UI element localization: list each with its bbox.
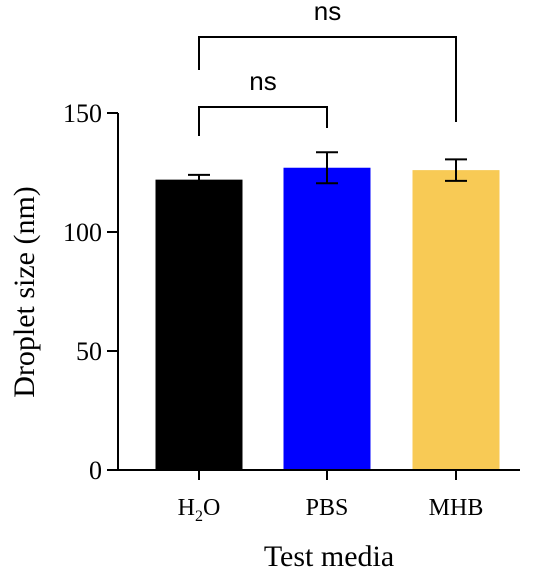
error-bar-mhb [445,158,467,182]
x-tick-label-pbs: PBS [306,495,349,521]
significance-bracket-line [198,106,328,136]
bar-h2o [155,179,243,470]
y-axis-label: Droplet size (nm) [8,186,41,398]
significance-label: ns [249,66,276,96]
error-bar-h2o [188,173,210,186]
significance-bracket: ns [198,0,457,122]
y-ticks-layer: 0 50 100 150 [63,99,118,485]
error-bars-layer [188,151,467,186]
y-tick-label: 50 [76,337,102,366]
significance-bracket: ns [198,66,328,136]
y-tick-label: 0 [89,456,102,485]
bars-layer [155,167,500,471]
y-tick-label: 100 [63,218,102,247]
significance-layer: ns ns [198,0,457,136]
bar-pbs [283,167,371,471]
x-tick-label-h2o: H2O [178,495,221,525]
y-tick-label: 150 [63,99,102,128]
axes-layer [117,113,520,471]
bar-mhb [412,170,500,470]
x-tick-label-mhb: MHB [429,495,484,521]
x-axis-label: Test media [264,540,394,573]
x-ticks-layer: H2O PBS MHB [178,470,484,525]
error-bar-pbs [316,151,338,185]
significance-bracket-line [198,36,457,122]
significance-label: ns [314,0,341,26]
